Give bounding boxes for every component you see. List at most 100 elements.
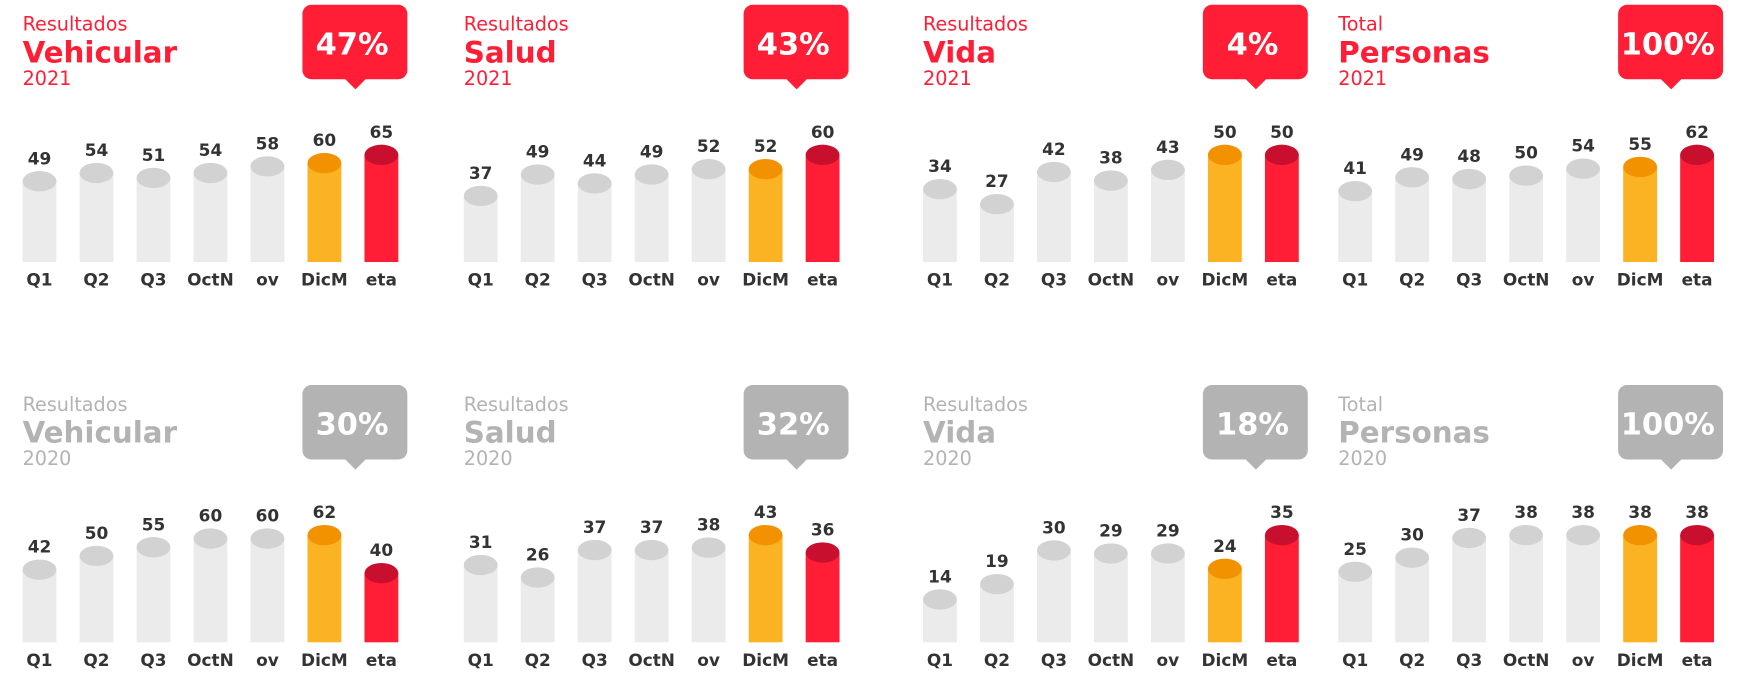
category-label: Q3	[582, 650, 608, 670]
value-label: 38	[1571, 502, 1595, 522]
bar	[923, 189, 957, 263]
value-label: 60	[199, 506, 223, 526]
bar-top	[634, 539, 669, 561]
bar-top	[1264, 144, 1299, 165]
bar-top	[980, 573, 1014, 595]
badge-text: 30%	[316, 408, 389, 443]
category-label: eta	[807, 650, 838, 670]
bar-top	[1680, 144, 1715, 165]
bar	[1452, 179, 1487, 263]
value-label: 29	[1156, 521, 1180, 541]
value-label: 43	[754, 502, 778, 522]
bar-top	[1150, 543, 1185, 564]
category-label: Q2	[1399, 270, 1425, 290]
bar	[250, 538, 285, 643]
bar-top	[136, 537, 171, 558]
category-label: Q1	[26, 270, 52, 290]
category-label: eta	[1266, 650, 1297, 670]
category-label: Q1	[1342, 650, 1368, 670]
panel-name: Personas	[1338, 416, 1490, 450]
bar	[1680, 535, 1715, 643]
category-label: Q2	[525, 270, 551, 290]
value-label: 50	[1514, 143, 1538, 163]
bar	[1150, 553, 1185, 643]
bar-top	[520, 164, 555, 185]
value-label: 38	[1685, 502, 1709, 522]
panel-label: Resultados	[923, 393, 1028, 416]
bar	[1093, 180, 1128, 263]
bar-top	[691, 537, 726, 558]
panel-label: Total	[1337, 393, 1383, 416]
bar-top	[1036, 161, 1071, 183]
panel-name: Salud	[464, 35, 557, 69]
bar	[307, 535, 342, 643]
value-label: 24	[1213, 536, 1237, 556]
bar-top	[1623, 524, 1658, 546]
category-label: ov	[697, 650, 720, 670]
bar	[193, 172, 228, 263]
bar-top	[1338, 180, 1373, 202]
bar	[1566, 168, 1601, 263]
category-label: DicM	[1617, 270, 1664, 290]
category-label: OctN	[1088, 650, 1135, 670]
panel-label: Resultados	[923, 13, 1028, 36]
value-label: 31	[469, 532, 493, 552]
value-label: 65	[370, 122, 394, 142]
value-label: 50	[1270, 122, 1294, 142]
value-label: 62	[313, 502, 337, 522]
bar-top	[1395, 547, 1430, 568]
bar-top	[748, 524, 783, 546]
category-label: eta	[1682, 270, 1713, 290]
bar	[577, 183, 612, 263]
category-label: Q1	[468, 270, 494, 290]
category-label: DicM	[1617, 650, 1664, 670]
value-label: 60	[256, 506, 280, 526]
value-label: 52	[697, 136, 721, 156]
value-label: 49	[28, 148, 52, 168]
value-label: 49	[640, 142, 664, 162]
category-label: DicM	[1202, 650, 1249, 670]
bar-top	[136, 167, 171, 189]
bar-top	[1623, 156, 1658, 178]
panel-name: Personas	[1338, 35, 1490, 69]
bar-top	[79, 162, 114, 184]
bar-top	[307, 152, 342, 174]
panel-name: Vida	[923, 416, 996, 450]
badge-text: 100%	[1621, 27, 1715, 62]
bar-top	[805, 144, 840, 165]
panel-label: Resultados	[23, 13, 128, 36]
bar	[22, 569, 57, 643]
bar-top	[22, 559, 57, 580]
bar	[1680, 154, 1715, 263]
category-label: Q2	[1399, 650, 1425, 670]
bar	[79, 555, 114, 643]
value-label: 55	[142, 514, 166, 534]
bar	[1093, 553, 1128, 643]
category-label: DicM	[1202, 270, 1249, 290]
bar	[1150, 169, 1185, 263]
value-label: 38	[697, 515, 721, 535]
bar-top	[307, 524, 342, 546]
bar	[520, 577, 555, 643]
value-label: 34	[928, 156, 952, 176]
category-label: DicM	[742, 650, 789, 670]
bar-top	[1509, 524, 1544, 546]
badge-shape	[743, 385, 849, 470]
panel-name: Vehicular	[23, 416, 178, 450]
category-label: ov	[256, 650, 279, 670]
category-label: Q3	[1041, 270, 1067, 290]
bar-top	[634, 164, 669, 185]
value-label: 25	[1343, 539, 1367, 559]
value-label: 38	[1514, 502, 1538, 522]
panel-label: Resultados	[464, 393, 569, 416]
panel-year: 2021	[923, 67, 972, 90]
value-label: 19	[985, 551, 1009, 571]
bar-top	[364, 144, 399, 165]
category-label: Q3	[582, 270, 608, 290]
